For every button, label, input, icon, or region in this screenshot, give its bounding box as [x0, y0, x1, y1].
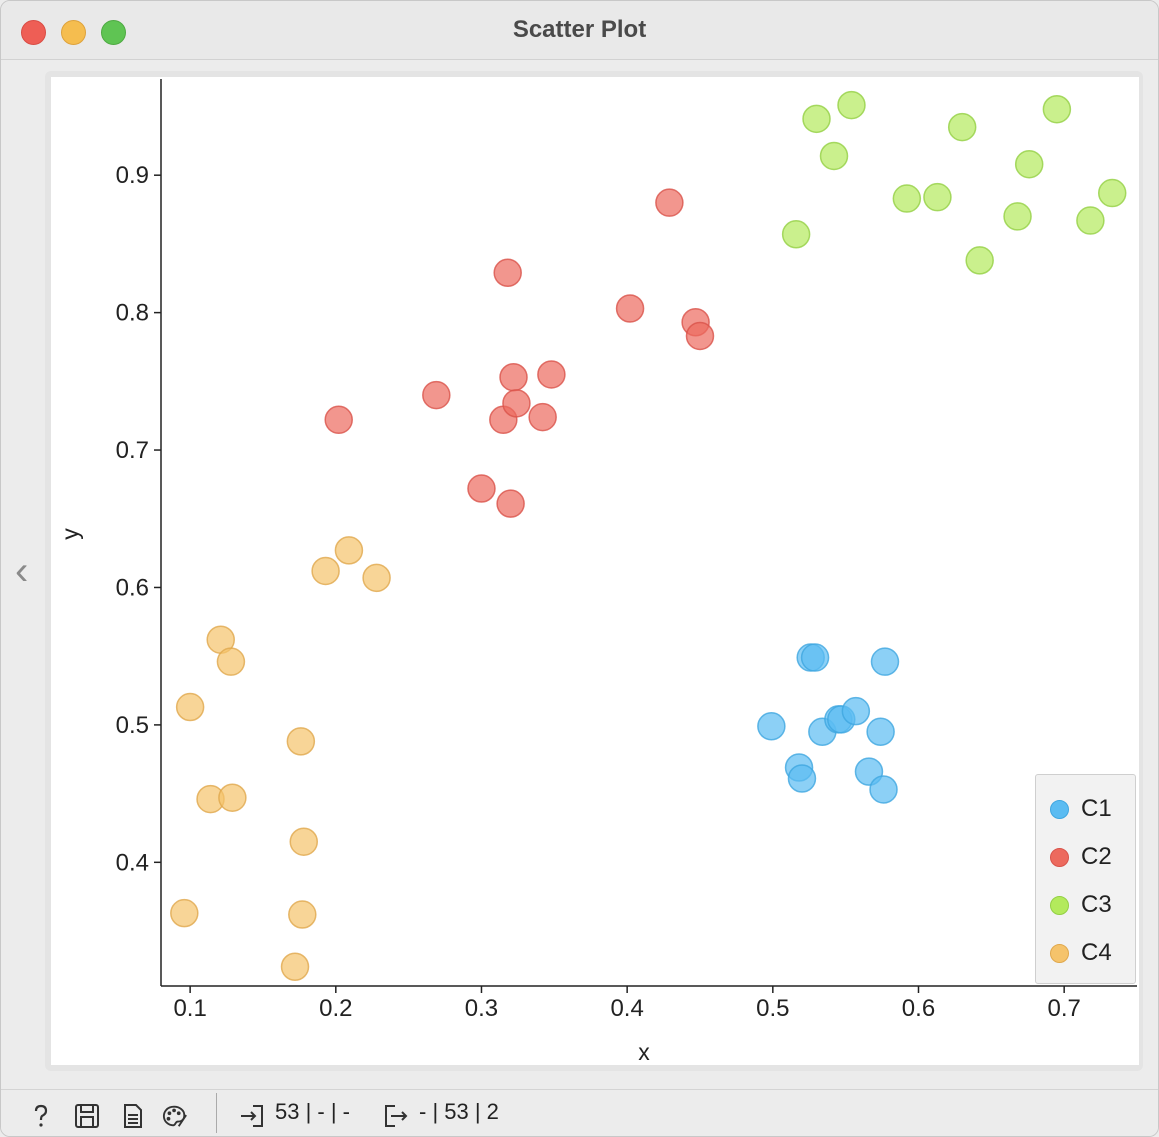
x-tick-label: 0.1 [173, 995, 206, 1022]
y-tick-label: 0.9 [116, 162, 149, 189]
legend-label: C1 [1081, 795, 1112, 822]
data-point-c1[interactable] [841, 696, 871, 726]
x-tick-label: 0.7 [1047, 995, 1080, 1022]
data-point-c3[interactable] [965, 246, 994, 275]
x-tick-label: 0.4 [610, 995, 643, 1022]
data-point-c4[interactable] [288, 900, 317, 929]
palette-icon[interactable] [162, 1103, 188, 1129]
input-summary: 53 | - | - [275, 1099, 351, 1124]
x-axis-label: x [638, 1039, 650, 1065]
data-point-c3[interactable] [802, 104, 831, 134]
legend-label: C4 [1081, 939, 1112, 966]
legend-swatch [1050, 943, 1069, 963]
status-bar [1, 1089, 1158, 1136]
plot-area[interactable] [51, 77, 1139, 1065]
x-tick-label: 0.3 [465, 995, 498, 1022]
y-tick-label: 0.7 [116, 437, 149, 464]
help-icon[interactable] [28, 1103, 54, 1129]
data-point-c3[interactable] [947, 112, 977, 142]
data-point-c1[interactable] [757, 712, 786, 741]
window-title: Scatter Plot [512, 16, 647, 43]
data-point-c2[interactable] [493, 258, 522, 288]
data-point-c1[interactable] [869, 775, 898, 804]
data-point-c4[interactable] [216, 647, 246, 676]
x-tick-label: 0.2 [319, 995, 352, 1022]
x-tick-label: 0.6 [902, 995, 935, 1022]
data-point-c3[interactable] [819, 141, 849, 171]
data-point-c2[interactable] [324, 405, 353, 435]
y-tick-label: 0.8 [116, 300, 149, 327]
data-point-c3[interactable] [1014, 149, 1044, 179]
data-point-c2[interactable] [467, 474, 496, 503]
data-points [170, 90, 1127, 982]
output-icon [383, 1103, 409, 1129]
data-point-c2[interactable] [496, 489, 525, 518]
output-summary: - | 53 | 2 [419, 1099, 499, 1124]
data-point-c2[interactable] [422, 380, 451, 410]
legend-item-c4: C4 [1050, 938, 1112, 968]
data-point-c1[interactable] [866, 717, 895, 747]
data-point-c3[interactable] [1003, 202, 1032, 231]
data-point-c3[interactable] [1042, 94, 1072, 124]
data-point-c2[interactable] [502, 389, 531, 418]
data-point-c4[interactable] [289, 827, 319, 856]
legend: C1 C2 C3 C4 [1035, 774, 1136, 984]
legend-label: C2 [1081, 843, 1112, 870]
title-bar: Scatter Plot [1, 1, 1158, 60]
status-separator [216, 1093, 217, 1133]
y-axis-label: y [57, 528, 83, 540]
data-point-c3[interactable] [892, 184, 922, 213]
report-icon[interactable] [120, 1103, 146, 1129]
minimize-window-button[interactable] [61, 20, 86, 45]
data-point-c2[interactable] [528, 402, 557, 432]
legend-swatch [1050, 895, 1069, 915]
chevron-left-icon[interactable]: ‹ [15, 549, 29, 593]
maximize-window-button[interactable] [101, 20, 126, 45]
data-point-c3[interactable] [1076, 206, 1105, 235]
y-tick-label: 0.4 [116, 849, 149, 876]
data-point-c3[interactable] [781, 220, 811, 249]
save-icon[interactable] [74, 1103, 100, 1129]
legend-item-c1: C1 [1050, 794, 1112, 824]
data-point-c4[interactable] [170, 898, 199, 928]
data-point-c2[interactable] [499, 362, 528, 392]
data-point-c2[interactable] [537, 360, 566, 389]
data-point-c4[interactable] [362, 563, 391, 593]
data-point-c2[interactable] [655, 188, 684, 217]
data-point-c4[interactable] [175, 692, 205, 722]
data-point-c4[interactable] [280, 952, 310, 982]
data-point-c4[interactable] [218, 783, 247, 812]
data-point-c3[interactable] [923, 182, 952, 212]
legend-item-c2: C2 [1050, 842, 1112, 872]
y-tick-label: 0.5 [116, 712, 149, 739]
x-tick-label: 0.5 [756, 995, 789, 1022]
legend-swatch [1050, 799, 1069, 819]
data-point-c2[interactable] [615, 294, 645, 323]
close-window-button[interactable] [21, 20, 46, 45]
legend-swatch [1050, 847, 1069, 867]
data-point-c3[interactable] [837, 90, 866, 120]
y-tick-label: 0.6 [116, 574, 149, 601]
data-point-c4[interactable] [311, 556, 340, 586]
legend-label: C3 [1081, 891, 1112, 918]
data-point-c4[interactable] [286, 727, 316, 756]
axes: 0.1 0.2 0.3 0.4 0.5 0.6 0.7 0.4 0.5 0.6 0.7 0.8 0.9 x… [57, 79, 1137, 1065]
data-point-c1[interactable] [787, 764, 817, 793]
data-point-c3[interactable] [1097, 178, 1127, 208]
data-point-c2[interactable] [685, 321, 715, 351]
input-icon [239, 1103, 265, 1129]
data-point-c1[interactable] [800, 643, 830, 672]
legend-item-c3: C3 [1050, 890, 1112, 920]
data-point-c1[interactable] [870, 647, 900, 676]
data-point-c4[interactable] [334, 536, 364, 565]
